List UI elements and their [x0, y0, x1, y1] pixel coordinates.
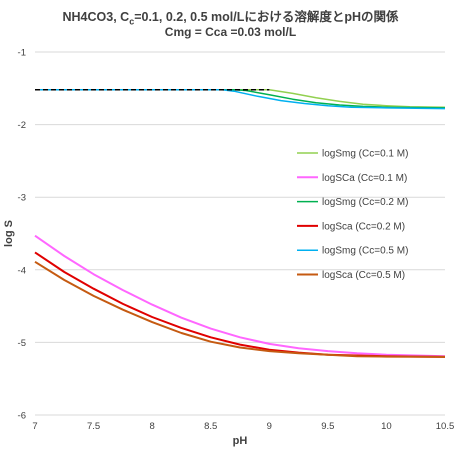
y-tick-label: -5 — [18, 338, 26, 349]
chart-title: NH4CO3, Cc=0.1, 0.2, 0.5 mol/Lにおける溶解度とpH… — [0, 6, 461, 27]
y-tick-labels: -6 -5 -4 -3 -2 -1 — [18, 48, 26, 422]
legend-label: logSca (Cc=0.5 M) — [322, 270, 405, 281]
x-tick-label: 7 — [32, 421, 37, 432]
grid-lines — [35, 51, 445, 416]
x-tick-label: 10.5 — [436, 421, 455, 432]
legend-label: logSmg (Cc=0.5 M) — [322, 246, 408, 257]
y-tick-label: -3 — [18, 193, 26, 204]
x-tick-label: 10 — [381, 421, 392, 432]
y-tick-label: -1 — [18, 48, 26, 59]
x-tick-labels: 7 7.5 8 8.5 9 9.5 10 10.5 — [32, 421, 454, 432]
title-text-post: =0.1, 0.2, 0.5 mol/Lにおける溶解度とpHの関係 — [134, 10, 399, 24]
x-axis-label: pH — [233, 435, 248, 447]
x-tick-label: 7.5 — [87, 421, 100, 432]
y-tick-label: -2 — [18, 120, 26, 131]
legend-label: logSca (Cc=0.2 M) — [322, 221, 405, 232]
series-line — [34, 251, 446, 358]
x-tick-label: 8.5 — [204, 421, 217, 432]
x-tick-label: 9.5 — [321, 421, 334, 432]
legend-label: logSmg (Cc=0.1 M) — [322, 149, 408, 160]
legend-label: logSCa (Cc=0.1 M) — [322, 173, 407, 184]
y-axis-label: log S — [3, 220, 15, 247]
legend-label: logSmg (Cc=0.2 M) — [322, 197, 408, 208]
series-line — [34, 234, 446, 358]
series-line — [34, 260, 446, 358]
chart-subtitle: Cmg = Cca =0.03 mol/L — [164, 25, 297, 39]
x-tick-label: 8 — [149, 421, 154, 432]
x-tick-label: 9 — [267, 421, 272, 432]
series-lines — [34, 89, 446, 358]
title-subscript: c — [129, 16, 135, 27]
title-text-pre: NH4CO3, C — [62, 10, 130, 24]
y-tick-label: -4 — [18, 265, 26, 276]
y-tick-label: -6 — [18, 411, 26, 422]
legend: logSmg (Cc=0.1 M) logSCa (Cc=0.1 M) logSmg… — [297, 149, 408, 281]
